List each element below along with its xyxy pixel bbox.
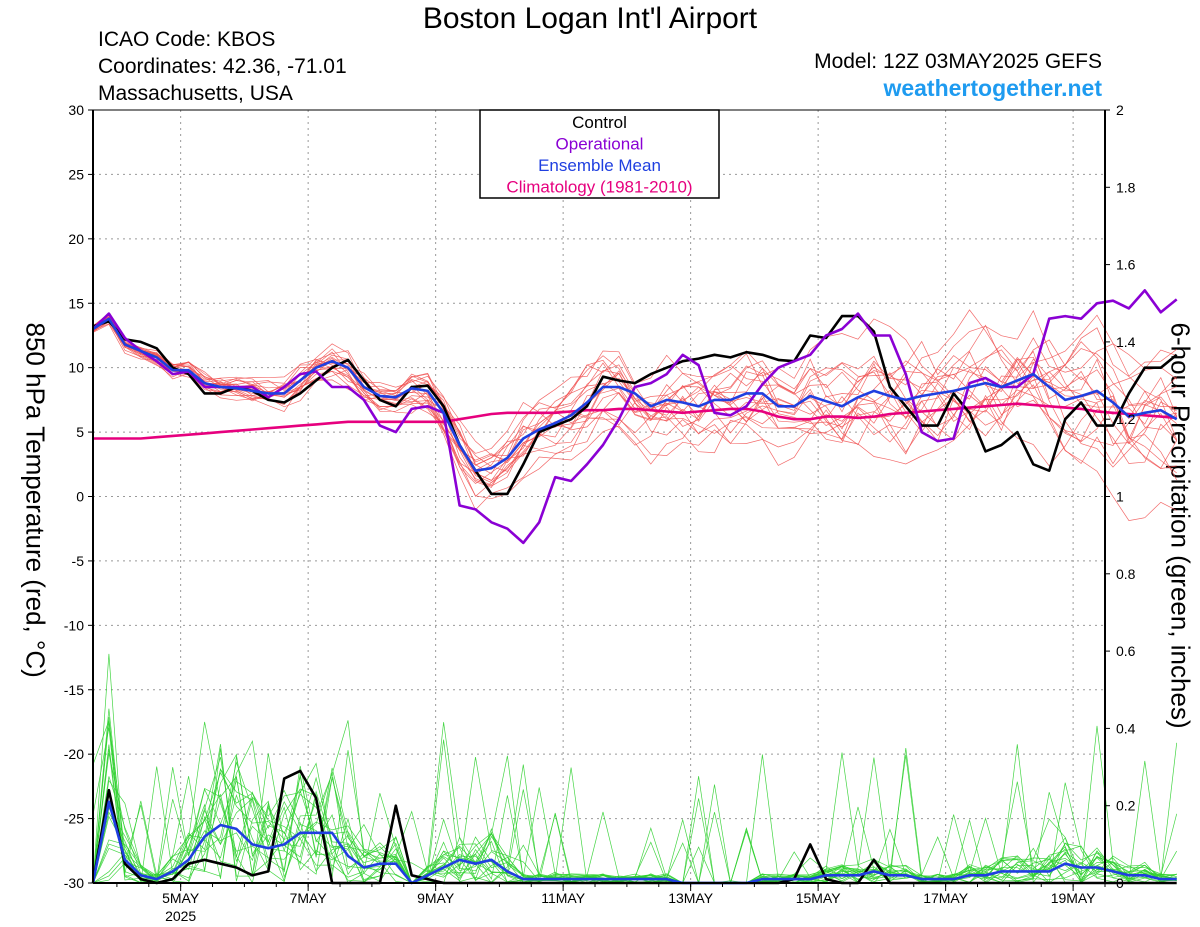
ensemble-members-temp <box>92 309 1178 521</box>
axes: 302520151050-5-10-15-20-25-3021.81.61.41… <box>64 102 1136 924</box>
y-tick-label-right: 0.8 <box>1116 566 1136 582</box>
ensemble-member-precip-line <box>92 744 1177 884</box>
y-tick-label-left: -15 <box>64 682 84 698</box>
ensemble-mean-precip-line <box>91 800 1177 885</box>
x-tick-label: 11MAY <box>541 890 585 906</box>
control-temp-line <box>92 314 1178 496</box>
coordinates: Coordinates: 42.36, -71.01 <box>98 55 347 78</box>
y-tick-label-left: -20 <box>64 746 84 762</box>
grid <box>93 110 1105 883</box>
operational-temp-line <box>92 289 1178 545</box>
ensemble-member-precip-line <box>92 757 1177 884</box>
y-tick-label-left: 10 <box>68 360 84 376</box>
ensemble-member-temp-line <box>92 316 1177 466</box>
y-tick-label-right: 1 <box>1116 489 1124 505</box>
y-tick-label-left: 20 <box>68 231 84 247</box>
page-title: Boston Logan Int'l Airport <box>422 2 758 35</box>
series-layer <box>91 289 1178 885</box>
x-tick-label: 7MAY <box>290 890 328 906</box>
legend-control: Control <box>572 113 627 132</box>
ensemble-mean-temp-line <box>92 317 1178 473</box>
legend-climatology: Climatology (1981-2010) <box>506 178 692 197</box>
ensemble-member-precip-line <box>92 762 1177 884</box>
x-tick-label: 19MAY <box>1051 890 1097 906</box>
y-tick-label-left: 25 <box>68 166 84 182</box>
y-tick-label-right: 1.2 <box>1116 411 1136 427</box>
y-tick-label-left: -30 <box>64 875 84 891</box>
x-tick-label: 17MAY <box>923 890 969 906</box>
x-tick-sublabel: 2025 <box>165 908 196 924</box>
ensemble-member-temp-line <box>92 318 1177 488</box>
legend: Control Operational Ensemble Mean Climatolo… <box>479 109 720 199</box>
legend-ensemble-mean: Ensemble Mean <box>538 156 661 175</box>
y-tick-label-right: 1.4 <box>1116 334 1136 350</box>
y-tick-label-right: 0 <box>1116 875 1124 891</box>
y-tick-label-left: -25 <box>64 811 84 827</box>
x-tick-label: 15MAY <box>796 890 842 906</box>
legend-operational: Operational <box>556 135 644 154</box>
ensemble-member-temp-line <box>92 318 1177 500</box>
y-tick-label-right: 2 <box>1116 102 1124 118</box>
region: Massachusetts, USA <box>98 82 293 105</box>
y-tick-label-left: -5 <box>72 553 85 569</box>
ensemble-member-temp-line <box>92 319 1178 511</box>
x-tick-label: 13MAY <box>668 890 714 906</box>
legend-box <box>479 109 720 199</box>
ensemble-member-precip-line <box>92 721 1177 884</box>
ensemble-members-precip <box>92 653 1178 884</box>
ensemble-member-precip-line <box>92 708 1178 884</box>
ensemble-member-precip-line <box>92 717 1177 884</box>
model-run: Model: 12Z 03MAY2025 GEFS <box>814 50 1102 73</box>
y-tick-label-right: 1.8 <box>1116 179 1136 195</box>
y-tick-label-left: 30 <box>68 102 84 118</box>
y-tick-label-right: 0.4 <box>1116 720 1136 736</box>
ensemble-member-temp-line <box>92 316 1177 497</box>
y-tick-label-right: 0.2 <box>1116 798 1136 814</box>
y-tick-label-left: 0 <box>76 489 84 505</box>
icao-code: ICAO Code: KBOS <box>98 28 276 51</box>
y-tick-label-left: -10 <box>64 617 84 633</box>
x-tick-label: 5MAY <box>162 890 200 906</box>
y-tick-label-left: 5 <box>76 424 84 440</box>
climatology-temp-line <box>93 402 1177 440</box>
site-link[interactable]: weathertogether.net <box>883 75 1102 101</box>
x-tick-label: 9MAY <box>417 890 455 906</box>
y-tick-label-left: 15 <box>68 295 84 311</box>
y-tick-label-right: 1.6 <box>1116 257 1136 273</box>
y-tick-label-right: 0.6 <box>1116 643 1136 659</box>
